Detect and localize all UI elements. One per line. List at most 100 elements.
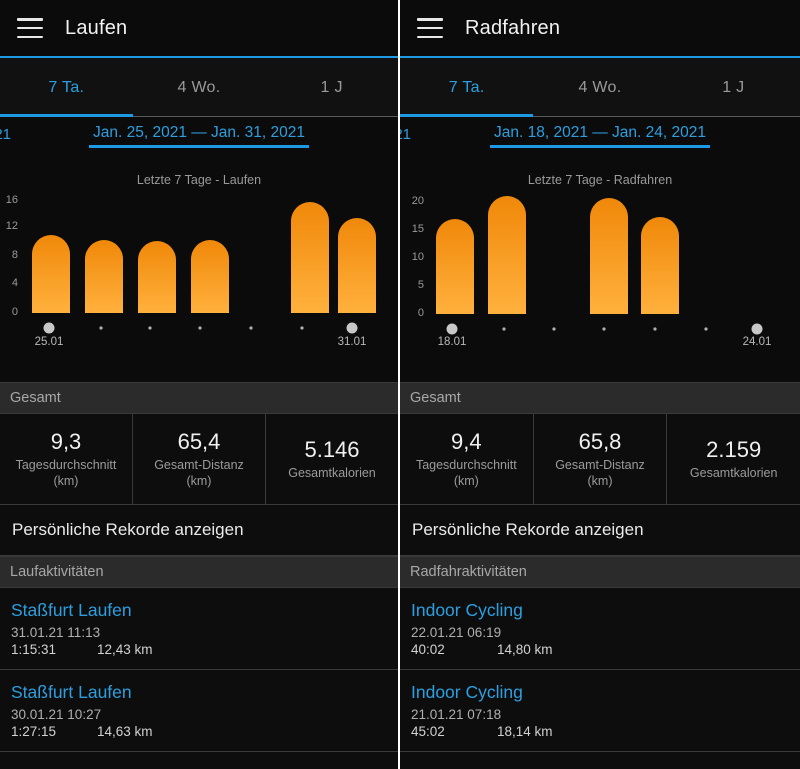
tab-4-weeks[interactable]: 4 Wo. [578,78,622,96]
personal-records-button[interactable]: Persönliche Rekorde anzeigen [0,504,398,556]
bar-18-01[interactable] [436,219,474,314]
hamburger-menu-icon[interactable] [417,18,443,38]
dot-marker [552,327,556,331]
stat-value: 9,4 [451,428,482,454]
activity-datetime: 31.01.21 11:13 [11,625,101,640]
app-bar-right: Radfahren [400,0,800,56]
x-tick-last: 31.01 [338,336,367,348]
stat-value: 5.146 [304,436,360,462]
y-tick-4: 4 [12,277,18,289]
personal-records-button[interactable]: Persönliche Rekorde anzeigen [400,504,800,556]
stat-label-line1: Gesamt-Distanz [154,457,244,472]
stat-label: Tagesdurchschnitt (km) [416,458,517,489]
dot-marker-first [446,323,458,335]
dot-marker-last [751,323,763,335]
chart-svg-left: 16 12 8 4 0 [6,194,376,334]
date-navigation-right: 021 Jan. 18, 2021 — Jan. 24, 2021 [400,117,800,169]
bar-group-right [436,196,679,314]
tab-1-year[interactable]: 1 J [722,78,745,96]
stat-total-distance: 65,4 Gesamt-Distanz (km) [133,414,266,504]
bar-28-01[interactable] [191,240,229,313]
stat-label-line1: Gesamt-Distanz [555,457,645,472]
summary-section-header-left: Gesamt [0,382,398,414]
activity-distance: 14,80 km [497,642,553,657]
stat-label-line1: Tagesdurchschnitt [415,457,517,472]
tab-bar-left: 7 Ta. 4 Wo. 1 J [0,56,398,117]
activity-stats: 1:15:31 12,43 km [11,642,387,657]
x-axis-labels-left: 25.01 31.01 [35,336,367,348]
dot-marker [148,326,152,330]
tab-7-days[interactable]: 7 Ta. [448,78,485,96]
x-tick-last: 24.01 [743,336,772,348]
stat-value: 65,4 [177,428,221,454]
stat-total-calories: 2.159 Gesamtkalorien [667,414,800,504]
list-item[interactable]: Indoor Cycling 21.01.21 07:18 45:02 18,1… [400,670,800,752]
stat-daily-average: 9,4 Tagesdurchschnitt (km) [400,414,534,504]
bar-19-01[interactable] [488,196,526,314]
summary-stats-right: 9,4 Tagesdurchschnitt (km) 65,8 Gesamt-D… [400,414,800,504]
list-item[interactable]: Indoor Cycling 22.01.21 06:19 40:02 14,8… [400,588,800,670]
tab-active-indicator [0,114,133,117]
bar-25-01[interactable] [32,235,70,313]
summary-section-header-right: Gesamt [400,382,800,414]
stat-total-distance: 65,8 Gesamt-Distanz (km) [534,414,668,504]
stat-label: Gesamtkalorien [689,465,778,480]
list-item[interactable]: Staßfurt Laufen 30.01.21 10:27 1:27:15 1… [0,670,398,752]
x-tick-first: 18.01 [438,336,467,348]
stat-label: Gesamt-Distanz (km) [555,458,645,489]
y-tick-20: 20 [412,195,424,207]
chart-caption-left: Letzte 7 Tage - Laufen [0,169,398,187]
activity-title: Indoor Cycling [411,600,523,620]
activity-title: Staßfurt Laufen [11,682,132,702]
bar-22-01[interactable] [641,217,679,314]
dot-marker [99,326,103,330]
date-navigation-left: 021 Jan. 25, 2021 — Jan. 31, 2021 [0,117,398,169]
activity-stats: 40:02 14,80 km [411,642,789,657]
date-range-current[interactable]: Jan. 25, 2021 — Jan. 31, 2021 [89,124,309,148]
dot-marker [198,326,202,330]
bar-27-01[interactable] [138,241,176,313]
activity-distance: 12,43 km [97,642,153,657]
chart-caption-right: Letzte 7 Tage - Radfahren [400,169,800,187]
activity-stats: 1:27:15 14,63 km [11,724,387,739]
date-range-current[interactable]: Jan. 18, 2021 — Jan. 24, 2021 [490,124,710,148]
stat-label-line2: (km) [587,473,613,488]
page-title: Laufen [65,16,128,39]
list-partial-next-item [400,752,800,769]
activity-title: Indoor Cycling [411,682,523,702]
tab-1-year[interactable]: 1 J [320,78,343,96]
list-item[interactable]: Staßfurt Laufen 31.01.21 11:13 1:15:31 1… [0,588,398,670]
date-prev-partial[interactable]: 021 [400,126,412,143]
x-tick-first: 25.01 [35,336,64,348]
stat-value: 9,3 [50,428,82,454]
dot-marker [502,327,506,331]
bar-30-01[interactable] [291,202,329,313]
tab-4-weeks[interactable]: 4 Wo. [177,78,221,96]
date-prev-partial[interactable]: 021 [0,126,12,143]
activity-stats: 45:02 18,14 km [411,724,789,739]
dot-marker [249,326,253,330]
bar-chart-laufen: 16 12 8 4 0 [0,187,398,382]
x-axis-labels-right: 18.01 24.01 [438,336,772,348]
activity-datetime: 21.01.21 07:18 [411,707,502,722]
bar-31-01[interactable] [338,218,376,313]
panel-laufen: Laufen 7 Ta. 4 Wo. 1 J 021 Jan. 25, 2021… [0,0,400,769]
stat-value: 2.159 [706,436,762,462]
panel-radfahren: Radfahren 7 Ta. 4 Wo. 1 J 021 Jan. 18, 2… [400,0,800,769]
dot-marker-first [43,322,55,334]
stat-label: Gesamtkalorien [288,465,376,480]
tab-7-days[interactable]: 7 Ta. [48,78,85,96]
summary-stats-left: 9,3 Tagesdurchschnitt (km) 65,4 Gesamt-D… [0,414,398,504]
stat-label: Tagesdurchschnitt (km) [16,458,117,489]
app-bar-left: Laufen [0,0,398,56]
activities-section-header-right: Radfahraktivitäten [400,556,800,588]
stat-label-line1: Tagesdurchschnitt [15,457,117,472]
bar-26-01[interactable] [85,240,123,313]
y-tick-12: 12 [6,220,18,232]
stat-label-line2: (km) [53,473,79,488]
tab-active-indicator [400,114,533,117]
day-dot-markers-right [446,323,763,335]
hamburger-menu-icon[interactable] [17,18,43,38]
list-partial-next-item [0,752,398,769]
bar-21-01[interactable] [590,198,628,314]
